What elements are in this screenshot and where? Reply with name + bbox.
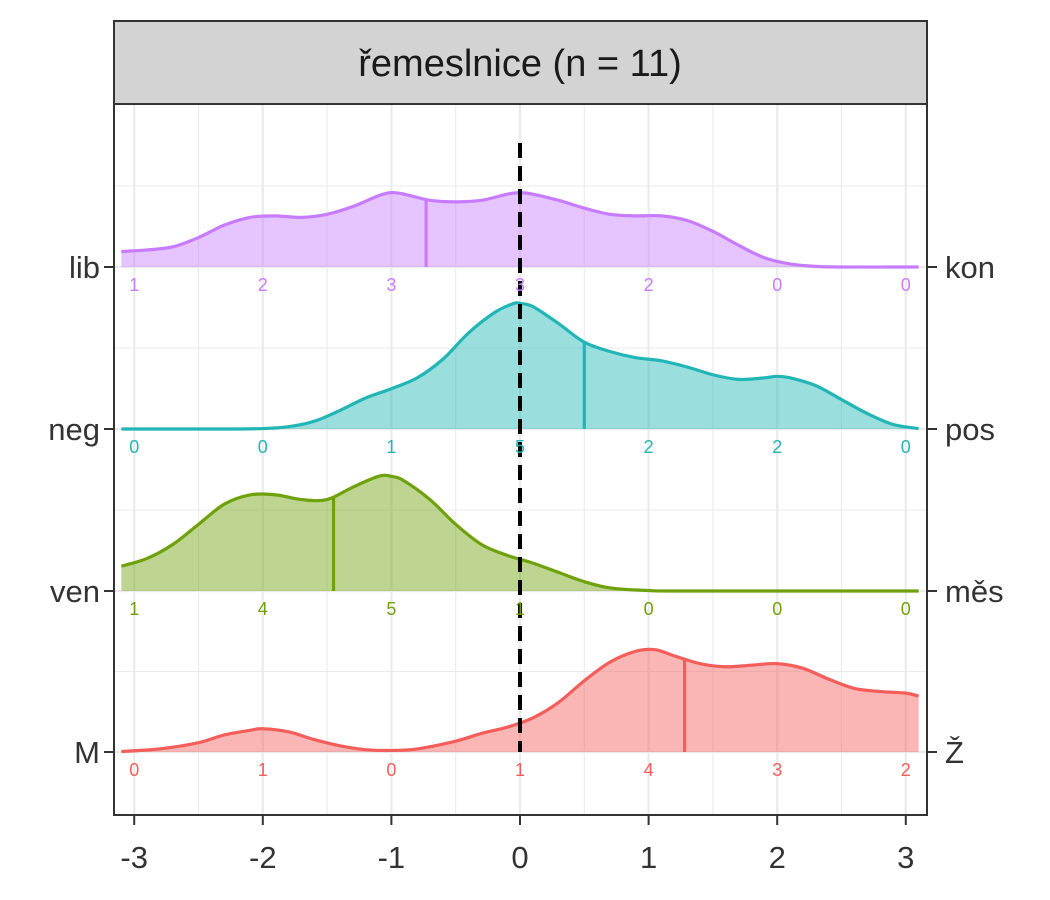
count-label: 0 — [129, 760, 139, 780]
count-labels: 1 2 3 3 2 0 0 0 0 1 5 2 2 0 1 4 5 1 0 0 0 0 1 0 1 4 3 2 — [129, 275, 911, 780]
count-label: 0 — [901, 599, 911, 619]
density-area — [121, 192, 919, 268]
count-label: 0 — [772, 275, 782, 295]
count-label: 1 — [129, 599, 139, 619]
density-area — [121, 302, 919, 430]
x-axis-tick-label: -1 — [378, 840, 406, 875]
y-axis-label-left: ven — [50, 574, 100, 609]
count-label: 5 — [515, 437, 525, 457]
count-label: 0 — [772, 599, 782, 619]
ridge-ven-měs — [120, 473, 919, 593]
x-axis-tick-label: -2 — [249, 840, 277, 875]
x-axis-tick-label: 0 — [511, 840, 528, 875]
density-area — [121, 475, 919, 592]
count-label: 2 — [644, 437, 654, 457]
facet-strip-title: řemeslnice (n = 11) — [358, 43, 681, 85]
density-line — [121, 190, 919, 269]
count-label: 2 — [644, 275, 654, 295]
count-label: 2 — [772, 437, 782, 457]
count-label: 0 — [644, 599, 654, 619]
y-axis-label-right: Ž — [945, 735, 964, 770]
density-area — [121, 649, 919, 752]
y-axis-label-left: neg — [48, 412, 100, 447]
count-label: 1 — [258, 760, 268, 780]
count-label: 0 — [901, 275, 911, 295]
ridge-neg-pos — [121, 301, 919, 431]
y-axis-label-left: M — [74, 735, 100, 770]
ridge-lib-kon — [121, 190, 919, 269]
count-label: 0 — [386, 760, 396, 780]
count-label: 5 — [386, 599, 396, 619]
x-axis-tick-label: 1 — [640, 840, 657, 875]
count-label: 0 — [901, 437, 911, 457]
ridge-series — [120, 190, 920, 754]
count-label: 1 — [515, 599, 525, 619]
count-label: 3 — [515, 275, 525, 295]
facet-strip: řemeslnice (n = 11) — [113, 20, 928, 105]
x-axis-tick-label: -3 — [120, 840, 148, 875]
count-label: 3 — [386, 275, 396, 295]
y-axis-label-right: kon — [945, 250, 995, 285]
facet-strip-background — [113, 20, 928, 105]
count-label: 1 — [515, 760, 525, 780]
x-axis-tick-label: 2 — [769, 840, 786, 875]
count-label: 4 — [644, 760, 654, 780]
ridge-M-Ž — [121, 647, 920, 754]
count-label: 2 — [901, 760, 911, 780]
count-label: 3 — [772, 760, 782, 780]
count-label: 4 — [258, 599, 268, 619]
axes: -3 -2 -1 0 1 2 3 lib kon neg pos ven měs M Ž — [48, 250, 1003, 875]
count-label: 1 — [129, 275, 139, 295]
count-label: 1 — [386, 437, 396, 457]
density-line — [121, 301, 919, 431]
density-line — [120, 473, 919, 593]
y-axis-label-right: měs — [945, 574, 1004, 609]
count-label: 0 — [129, 437, 139, 457]
density-line — [121, 647, 920, 754]
y-axis-label-left: lib — [69, 250, 100, 285]
count-label: 2 — [258, 275, 268, 295]
x-axis-tick-label: 3 — [897, 840, 914, 875]
y-axis-label-right: pos — [945, 412, 995, 447]
count-label: 0 — [258, 437, 268, 457]
